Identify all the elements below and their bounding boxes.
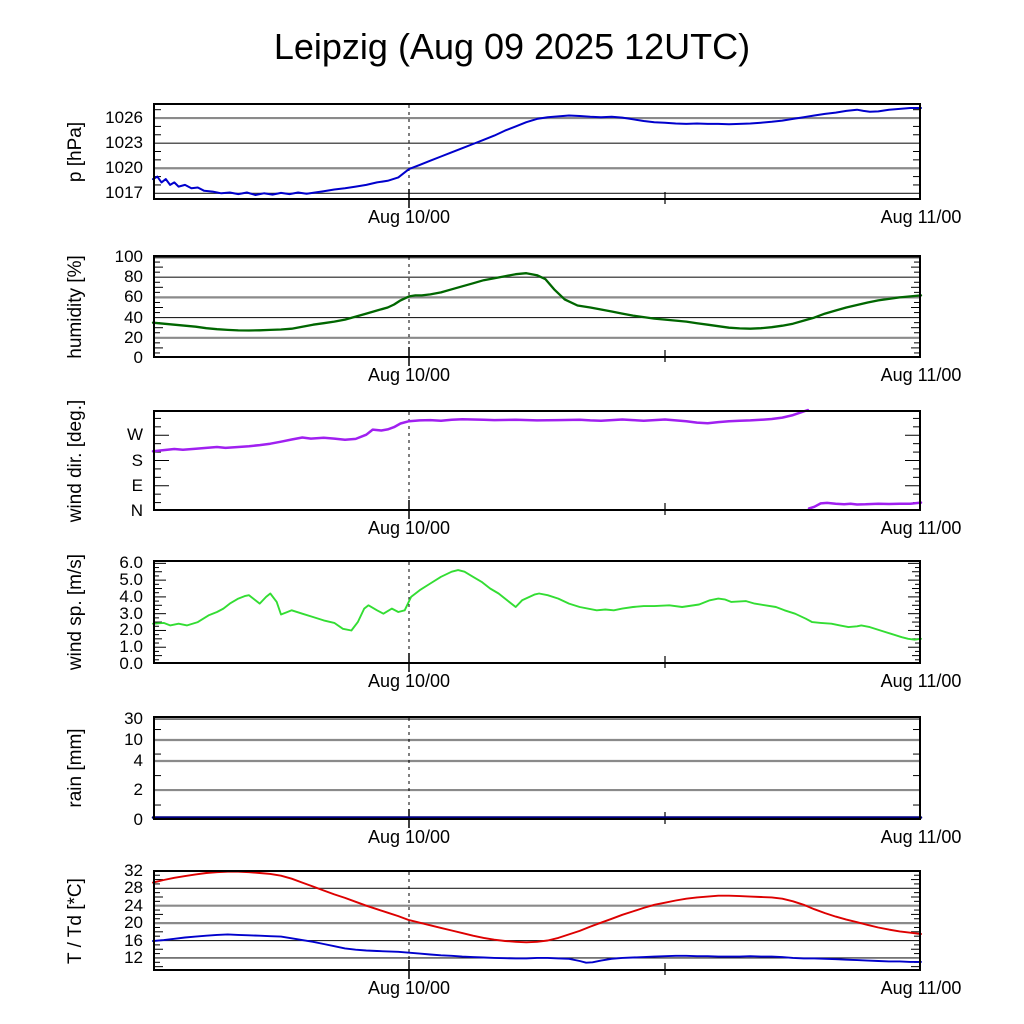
y-tick-label: 5.0 — [119, 570, 143, 590]
y-tick-label: 30 — [124, 709, 143, 729]
panel-rain: rain [mm] 0 2 4 10 30 Aug 10/00 Aug 11/00 — [0, 710, 1024, 865]
y-tick-label: 80 — [124, 267, 143, 287]
panel-pressure: p [hPa] 1017 1020 1023 1026 Aug 10/00 Aug 1… — [0, 103, 1024, 245]
y-tick-label: 6.0 — [119, 553, 143, 573]
x-tick-label-aug10: Aug 10/00 — [367, 978, 451, 998]
pressure-plot — [152, 103, 922, 208]
y-tick-label: 0.0 — [119, 654, 143, 673]
x-tick-label-aug10: Aug 10/00 — [367, 207, 451, 227]
y-tick-label: 28 — [124, 878, 143, 898]
wind-speed-plot — [152, 560, 922, 672]
y-tick-label: 20 — [124, 913, 143, 933]
x-tick-label-aug10: Aug 10/00 — [367, 518, 451, 538]
y-tick-labels: 0.0 1.0 2.0 3.0 4.0 5.0 6.0 — [0, 554, 143, 709]
x-tick-label-aug10: Aug 10/00 — [367, 827, 451, 847]
y-tick-label: 1026 — [105, 108, 143, 128]
y-tick-label: 2.0 — [119, 620, 143, 640]
series-relative-humidity — [151, 272, 923, 332]
y-tick-label: 32 — [124, 860, 143, 880]
series-wind-direction-wrap-past-north- — [807, 501, 923, 510]
series-wind-speed — [152, 569, 922, 641]
y-tick-labels: 12 16 20 24 28 32 — [0, 861, 143, 1016]
y-tick-labels: 1017 1020 1023 1026 — [0, 103, 143, 245]
chart-title: Leipzig (Aug 09 2025 12UTC) — [273, 26, 751, 67]
y-tick-label: 0 — [133, 348, 143, 367]
y-tick-label: S — [131, 450, 143, 470]
y-tick-label: 3.0 — [119, 603, 143, 623]
y-tick-label: W — [126, 425, 143, 445]
x-tick-label-aug10: Aug 10/00 — [367, 671, 451, 691]
x-tick-label-aug10: Aug 10/00 — [367, 365, 451, 385]
series-dew-point-td — [152, 933, 922, 964]
y-tick-label: 1020 — [105, 158, 143, 178]
y-tick-label: 1023 — [105, 133, 143, 153]
y-tick-label: 4.0 — [119, 586, 143, 606]
wind-direction-plot — [151, 408, 923, 519]
rain-plot — [151, 716, 923, 828]
humidity-plot — [151, 255, 923, 366]
y-tick-label: 0 — [133, 810, 143, 829]
x-tick-label-aug11: Aug 11/00 — [880, 365, 962, 385]
y-tick-label: 12 — [124, 947, 143, 967]
temperature-dewpoint-plot — [152, 870, 922, 979]
panel-wind-speed: wind sp. [m/s] 0.0 1.0 2.0 3.0 4.0 5.0 6.0 Aug… — [0, 554, 1024, 709]
y-tick-label: 2 — [133, 780, 143, 800]
y-tick-label: 10 — [124, 730, 143, 750]
y-tick-label: 16 — [124, 930, 143, 950]
x-tick-label-aug11: Aug 11/00 — [880, 978, 962, 998]
y-tick-label: 60 — [124, 287, 143, 307]
y-tick-label: 20 — [124, 327, 143, 347]
x-tick-label-aug11: Aug 11/00 — [880, 827, 962, 847]
series-temperature-t — [152, 870, 922, 944]
y-tick-label: N — [130, 501, 143, 520]
series-pressure — [152, 107, 922, 196]
panel-temperature-dewpoint: T / Td [*C] 12 16 20 24 28 32 Aug 10/00 Aug 1… — [0, 861, 1024, 1016]
y-tick-label: 100 — [114, 247, 143, 267]
y-tick-labels: 0 2 4 10 30 — [0, 710, 143, 865]
y-tick-label: 1.0 — [119, 637, 143, 657]
y-tick-label: 1017 — [105, 183, 143, 203]
x-tick-label-aug11: Aug 11/00 — [880, 207, 962, 227]
x-tick-label-aug11: Aug 11/00 — [880, 518, 962, 538]
x-tick-label-aug11: Aug 11/00 — [880, 671, 962, 691]
y-tick-label: E — [131, 475, 143, 495]
y-tick-label: 24 — [124, 895, 143, 915]
series-wind-direction — [151, 408, 810, 453]
y-tick-label: 4 — [133, 751, 143, 771]
panel-humidity: humidity [%] 0 20 40 60 80 100 Aug 10/00 Aug … — [0, 248, 1024, 403]
y-tick-labels: 0 20 40 60 80 100 — [0, 248, 143, 403]
y-tick-label: 40 — [124, 307, 143, 327]
